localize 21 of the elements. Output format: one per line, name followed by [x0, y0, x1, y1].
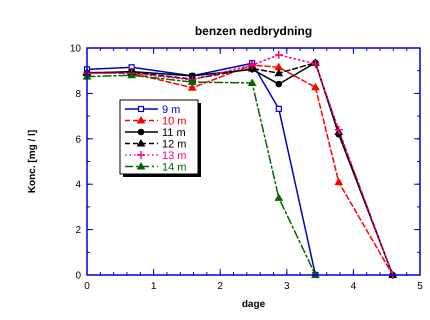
- y-tick-label: 8: [75, 88, 82, 100]
- chart-title: benzen nedbrydning: [194, 24, 312, 38]
- legend-label: 10 m: [162, 116, 186, 128]
- y-tick-label: 6: [75, 134, 82, 146]
- y-tick-label: 0: [75, 270, 82, 282]
- x-axis-title: dage: [242, 299, 266, 310]
- legend-label: 11 m: [162, 127, 186, 139]
- x-tick-label: 3: [284, 281, 290, 292]
- x-tick-label: 4: [350, 281, 357, 292]
- legend-label: 12 m: [162, 138, 186, 150]
- y-tick-label: 2: [75, 225, 82, 236]
- x-tick-label: 5: [417, 281, 424, 292]
- x-tick-label: 2: [217, 281, 224, 292]
- y-tick-label: 4: [75, 180, 82, 191]
- legend-label: 13 m: [162, 150, 186, 162]
- legend-label: 14 m: [162, 162, 186, 174]
- y-tick-label: 10: [70, 44, 82, 54]
- x-tick-label: 1: [150, 281, 157, 292]
- y-axis-title: Konc. [mg / l]: [27, 130, 38, 194]
- legend-label: 9 m: [162, 104, 180, 116]
- x-tick-label: 0: [84, 281, 90, 292]
